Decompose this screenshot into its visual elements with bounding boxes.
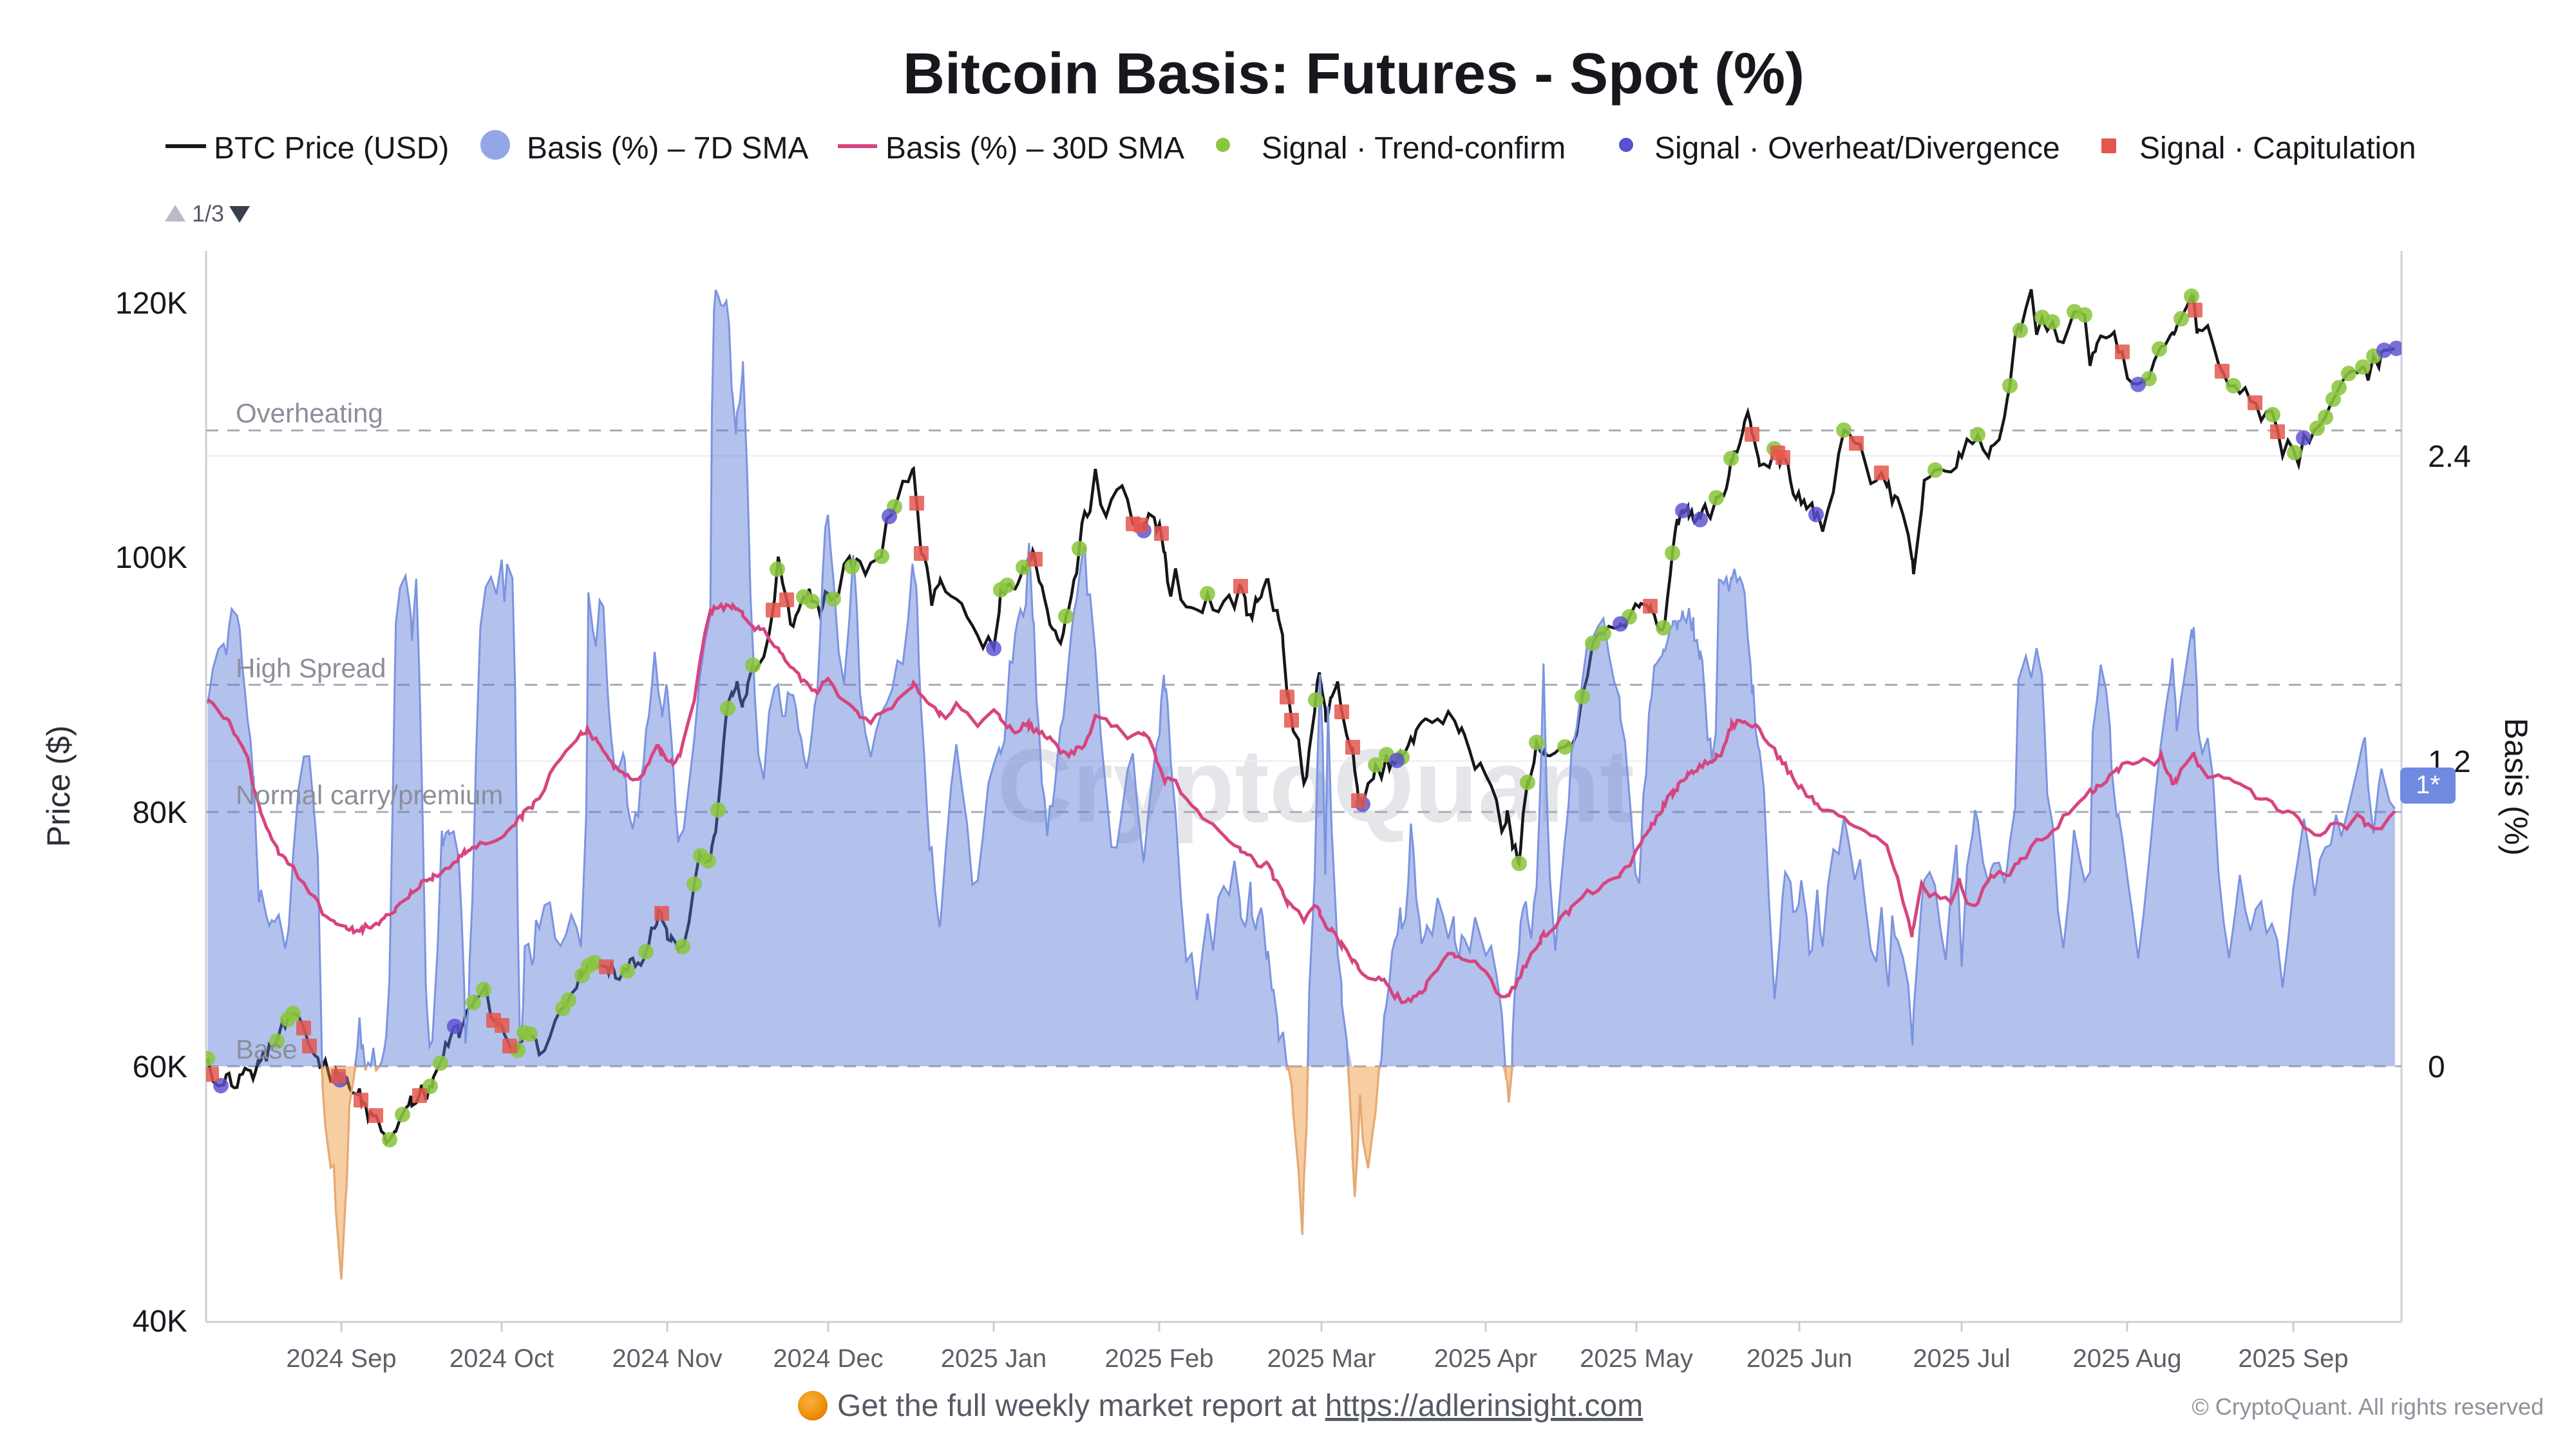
svg-text:Price ($): Price ($): [41, 726, 77, 847]
svg-text:2.4: 2.4: [2428, 440, 2471, 474]
svg-text:Bitcoin Basis: Futures - Spot: Bitcoin Basis: Futures - Spot (%): [903, 42, 1804, 106]
svg-text:Signal · Overheat/Divergence: Signal · Overheat/Divergence: [1654, 131, 2060, 165]
svg-text:1/3: 1/3: [192, 200, 224, 227]
svg-text:Signal · Capitulation: Signal · Capitulation: [2139, 131, 2416, 165]
svg-text:Signal · Trend-confirm: Signal · Trend-confirm: [1262, 131, 1566, 165]
svg-text:Basis (%): Basis (%): [2498, 718, 2534, 856]
svg-text:2024 Nov: 2024 Nov: [612, 1344, 722, 1373]
svg-text:40K: 40K: [133, 1305, 187, 1339]
svg-text:2024 Dec: 2024 Dec: [773, 1344, 883, 1373]
svg-text:High Spread: High Spread: [236, 653, 386, 683]
svg-text:100K: 100K: [115, 541, 187, 575]
svg-text:2025 Jun: 2025 Jun: [1747, 1344, 1853, 1373]
svg-text:2025 Feb: 2025 Feb: [1104, 1344, 1213, 1373]
svg-text:Get the full weekly market rep: Get the full weekly market report at htt…: [837, 1389, 1643, 1423]
svg-text:2025 Mar: 2025 Mar: [1267, 1344, 1376, 1373]
svg-text:© CryptoQuant. All rights rese: © CryptoQuant. All rights reserved: [2192, 1393, 2544, 1420]
svg-text:2024 Oct: 2024 Oct: [450, 1344, 554, 1373]
svg-text:Base: Base: [236, 1034, 298, 1064]
svg-text:2025 May: 2025 May: [1580, 1344, 1693, 1373]
svg-text:Basis (%) – 7D SMA: Basis (%) – 7D SMA: [527, 131, 808, 165]
svg-text:80K: 80K: [133, 796, 187, 830]
svg-text:Basis (%) – 30D SMA: Basis (%) – 30D SMA: [886, 131, 1184, 165]
svg-text:Overheating: Overheating: [236, 398, 383, 428]
svg-text:BTC Price (USD): BTC Price (USD): [214, 131, 449, 165]
svg-text:2025 Jul: 2025 Jul: [1913, 1344, 2010, 1373]
svg-text:120K: 120K: [115, 287, 187, 321]
svg-text:0: 0: [2428, 1050, 2445, 1084]
svg-text:2025 Sep: 2025 Sep: [2238, 1344, 2348, 1373]
svg-text:2025 Aug: 2025 Aug: [2072, 1344, 2181, 1373]
svg-text:2025 Jan: 2025 Jan: [941, 1344, 1047, 1373]
svg-text:1*: 1*: [2416, 771, 2440, 799]
svg-text:2024 Sep: 2024 Sep: [286, 1344, 396, 1373]
svg-text:Normal carry/premium: Normal carry/premium: [236, 780, 503, 810]
svg-text:60K: 60K: [133, 1050, 187, 1084]
svg-text:2025 Apr: 2025 Apr: [1434, 1344, 1537, 1373]
